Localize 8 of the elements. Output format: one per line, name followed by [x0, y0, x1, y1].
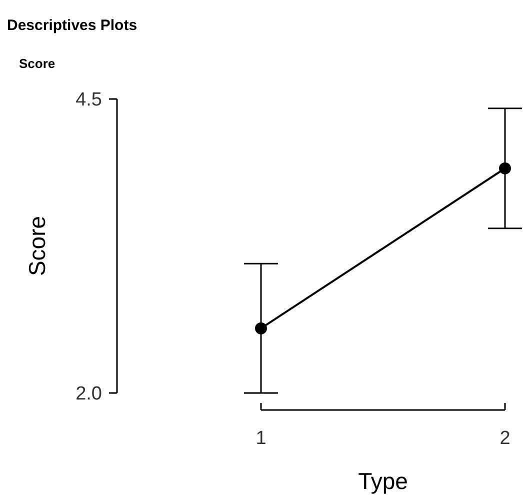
- chart-title: Descriptives Plots: [7, 17, 138, 34]
- x-tick-label: 1: [256, 428, 266, 449]
- chart-subtitle: Score: [19, 56, 56, 71]
- x-tick-label: 2: [500, 428, 510, 449]
- y-tick-label: 4.5: [76, 90, 102, 111]
- y-axis-title: Score: [24, 216, 50, 276]
- x-axis-title: Type: [358, 468, 408, 494]
- y-tick-label: 2.0: [76, 384, 102, 405]
